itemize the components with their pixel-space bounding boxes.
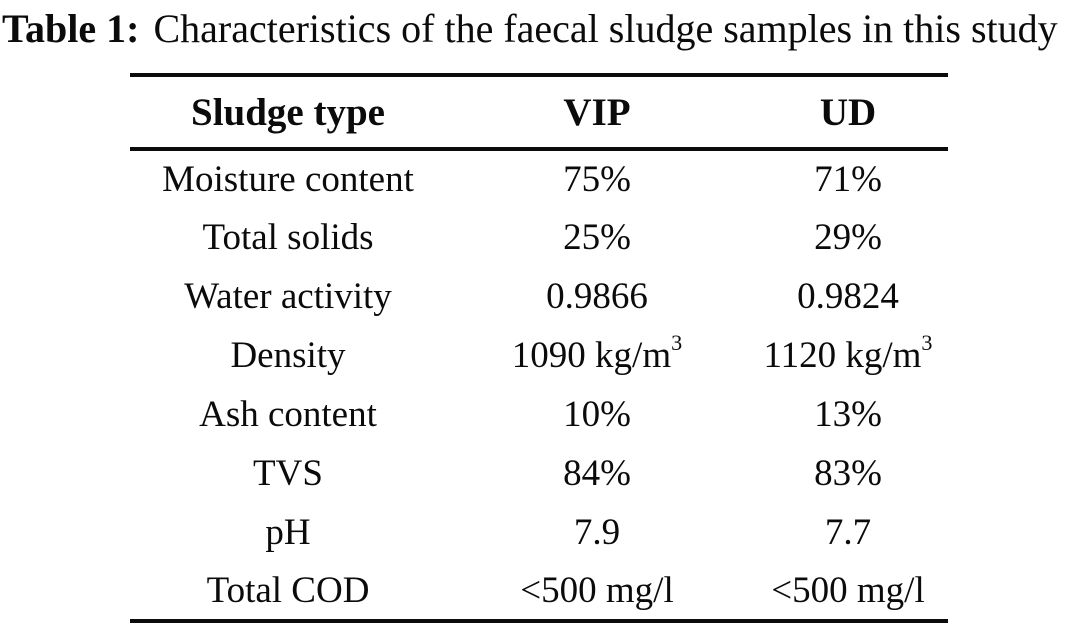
- value-cell: 83%: [814, 453, 882, 494]
- row-label: TVS: [253, 453, 323, 494]
- value-cell: 13%: [814, 394, 882, 435]
- caption-label: Table 1:: [2, 6, 140, 51]
- caption-text: Characteristics of the faecal sludge sam…: [153, 6, 1058, 51]
- value-cell: 1090 kg/m3: [511, 330, 683, 376]
- table-row-total-solids: Total solids 25% 29%: [130, 208, 948, 267]
- characteristics-table: Sludge type VIP UD Moisture content 75% 71% T…: [130, 73, 948, 623]
- row-label: Total COD: [206, 570, 370, 611]
- value-cell: 7.7: [824, 512, 872, 553]
- table-row-density: Density 1090 kg/m3 1120 kg/m3: [130, 326, 948, 385]
- value-cell: 1120 kg/m3: [763, 330, 933, 376]
- superscript: 3: [671, 330, 683, 356]
- value-cell: 84%: [563, 453, 631, 494]
- table-row-tvs: TVS 84% 83%: [130, 444, 948, 503]
- table-caption: Table 1: Characteristics of the faecal sl…: [0, 0, 1080, 53]
- row-label: Water activity: [184, 276, 392, 317]
- row-label: pH: [265, 512, 311, 553]
- row-label: Moisture content: [162, 159, 414, 200]
- value-cell: <500 mg/l: [771, 570, 925, 611]
- value-cell: 7.9: [573, 512, 621, 553]
- table-row-ph: pH 7.9 7.7: [130, 503, 948, 562]
- column-header-vip: VIP: [563, 90, 631, 134]
- column-header-sludge-type: Sludge type: [191, 90, 385, 134]
- table-row-ash-content: Ash content 10% 13%: [130, 385, 948, 444]
- value-cell: 29%: [814, 217, 882, 258]
- table-row-water-activity: Water activity 0.9866 0.9824: [130, 267, 948, 326]
- value-cell: 0.9824: [797, 276, 899, 317]
- table-row-moisture-content: Moisture content 75% 71%: [130, 149, 948, 208]
- table-body: Moisture content 75% 71% Total solids 25% 29%…: [130, 149, 948, 621]
- value-cell: 71%: [814, 159, 882, 200]
- column-header-ud: UD: [819, 90, 877, 134]
- row-label: Density: [230, 335, 346, 376]
- table-row-total-cod: Total COD <500 mg/l <500 mg/l: [130, 562, 948, 621]
- value-cell: 10%: [563, 394, 631, 435]
- value-cell: <500 mg/l: [520, 570, 674, 611]
- row-label: Ash content: [199, 394, 377, 435]
- row-label: Total solids: [202, 217, 374, 258]
- superscript: 3: [921, 330, 933, 356]
- value-cell: 25%: [563, 217, 631, 258]
- value-cell: 0.9866: [546, 276, 648, 317]
- value-cell: 75%: [563, 159, 631, 200]
- table-header-row: Sludge type VIP UD: [130, 75, 948, 149]
